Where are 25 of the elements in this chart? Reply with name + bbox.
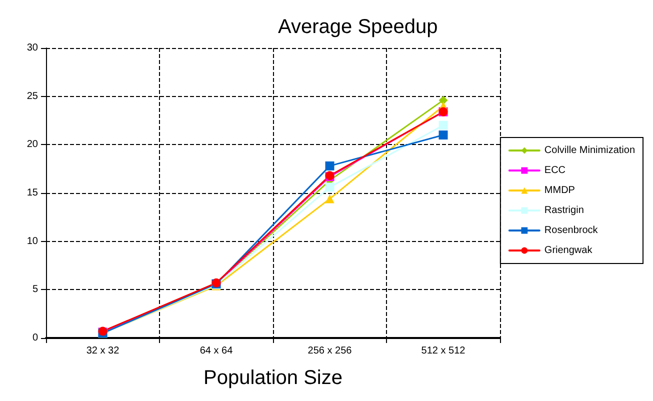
point: [438, 96, 448, 105]
legend-label: Griengwak: [544, 245, 594, 256]
legend-label: ECC: [544, 165, 566, 176]
y-tick-label: 20: [26, 139, 38, 150]
x-tick-label: 64 x 64: [200, 346, 234, 356]
y-tick-label: 30: [26, 42, 38, 54]
chart-title: Average Speedup: [278, 16, 438, 38]
legend-label: Colville Minimization: [544, 145, 636, 156]
point: [438, 130, 448, 140]
point: [325, 182, 334, 192]
x-axis-title: Population Size: [204, 367, 342, 389]
legend-label: Rastrigin: [544, 205, 584, 216]
x-tick-label: 32 x 32: [86, 346, 120, 356]
x-tick-label: 512 x 512: [421, 346, 466, 356]
y-tick-label: 15: [26, 188, 38, 198]
point: [325, 161, 334, 170]
y-tick-label: 10: [26, 236, 38, 247]
point: [325, 194, 334, 204]
y-tick-label: 0: [32, 332, 38, 344]
x-tick-label: 256 x 256: [308, 346, 352, 356]
y-tick-label: 25: [26, 90, 38, 102]
legend-label: Rosenbrock: [544, 225, 599, 236]
legend-label: MMDP: [544, 185, 576, 196]
point: [438, 120, 448, 130]
y-tick-label: 5: [32, 284, 38, 296]
